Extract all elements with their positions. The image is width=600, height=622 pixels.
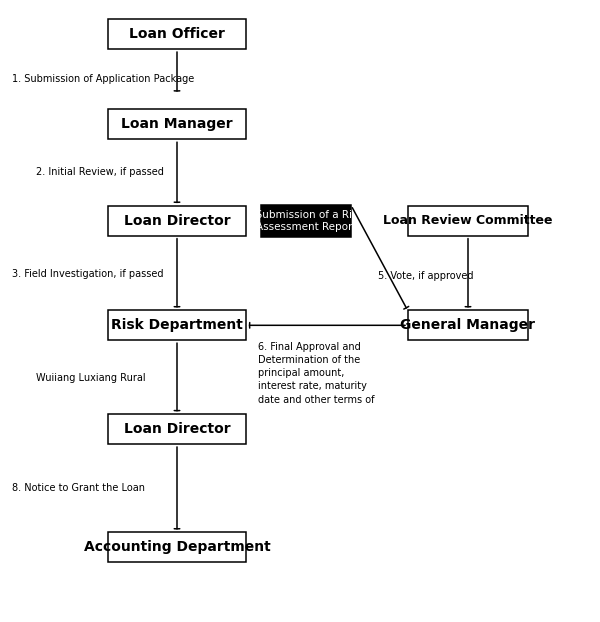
Text: Loan Officer: Loan Officer <box>129 27 225 41</box>
Text: 1. Submission of Application Package: 1. Submission of Application Package <box>12 74 194 84</box>
FancyBboxPatch shape <box>108 414 246 444</box>
Text: Wuiiang Luxiang Rural: Wuiiang Luxiang Rural <box>36 373 146 383</box>
Text: 3. Field Investigation, if passed: 3. Field Investigation, if passed <box>12 269 163 279</box>
Text: 5. Vote, if approved: 5. Vote, if approved <box>378 271 473 281</box>
Text: Loan Director: Loan Director <box>124 214 230 228</box>
Text: Loan Director: Loan Director <box>124 422 230 436</box>
FancyBboxPatch shape <box>261 205 351 237</box>
FancyBboxPatch shape <box>408 206 528 236</box>
Text: Accounting Department: Accounting Department <box>83 541 271 554</box>
Text: General Manager: General Manager <box>401 318 536 332</box>
FancyBboxPatch shape <box>108 109 246 139</box>
Text: Loan Review Committee: Loan Review Committee <box>383 215 553 227</box>
Text: . Submission of a Risk
Assessment Report: . Submission of a Risk Assessment Report <box>248 210 364 232</box>
Text: 2. Initial Review, if passed: 2. Initial Review, if passed <box>36 167 164 177</box>
Text: 6. Final Approval and
Determination of the
principal amount,
interest rate, matu: 6. Final Approval and Determination of t… <box>258 342 374 404</box>
FancyBboxPatch shape <box>408 310 528 340</box>
Text: Risk Department: Risk Department <box>111 318 243 332</box>
FancyBboxPatch shape <box>108 310 246 340</box>
Text: 8. Notice to Grant the Loan: 8. Notice to Grant the Loan <box>12 483 145 493</box>
Text: Loan Manager: Loan Manager <box>121 118 233 131</box>
FancyBboxPatch shape <box>108 19 246 49</box>
FancyBboxPatch shape <box>108 532 246 562</box>
FancyBboxPatch shape <box>108 206 246 236</box>
